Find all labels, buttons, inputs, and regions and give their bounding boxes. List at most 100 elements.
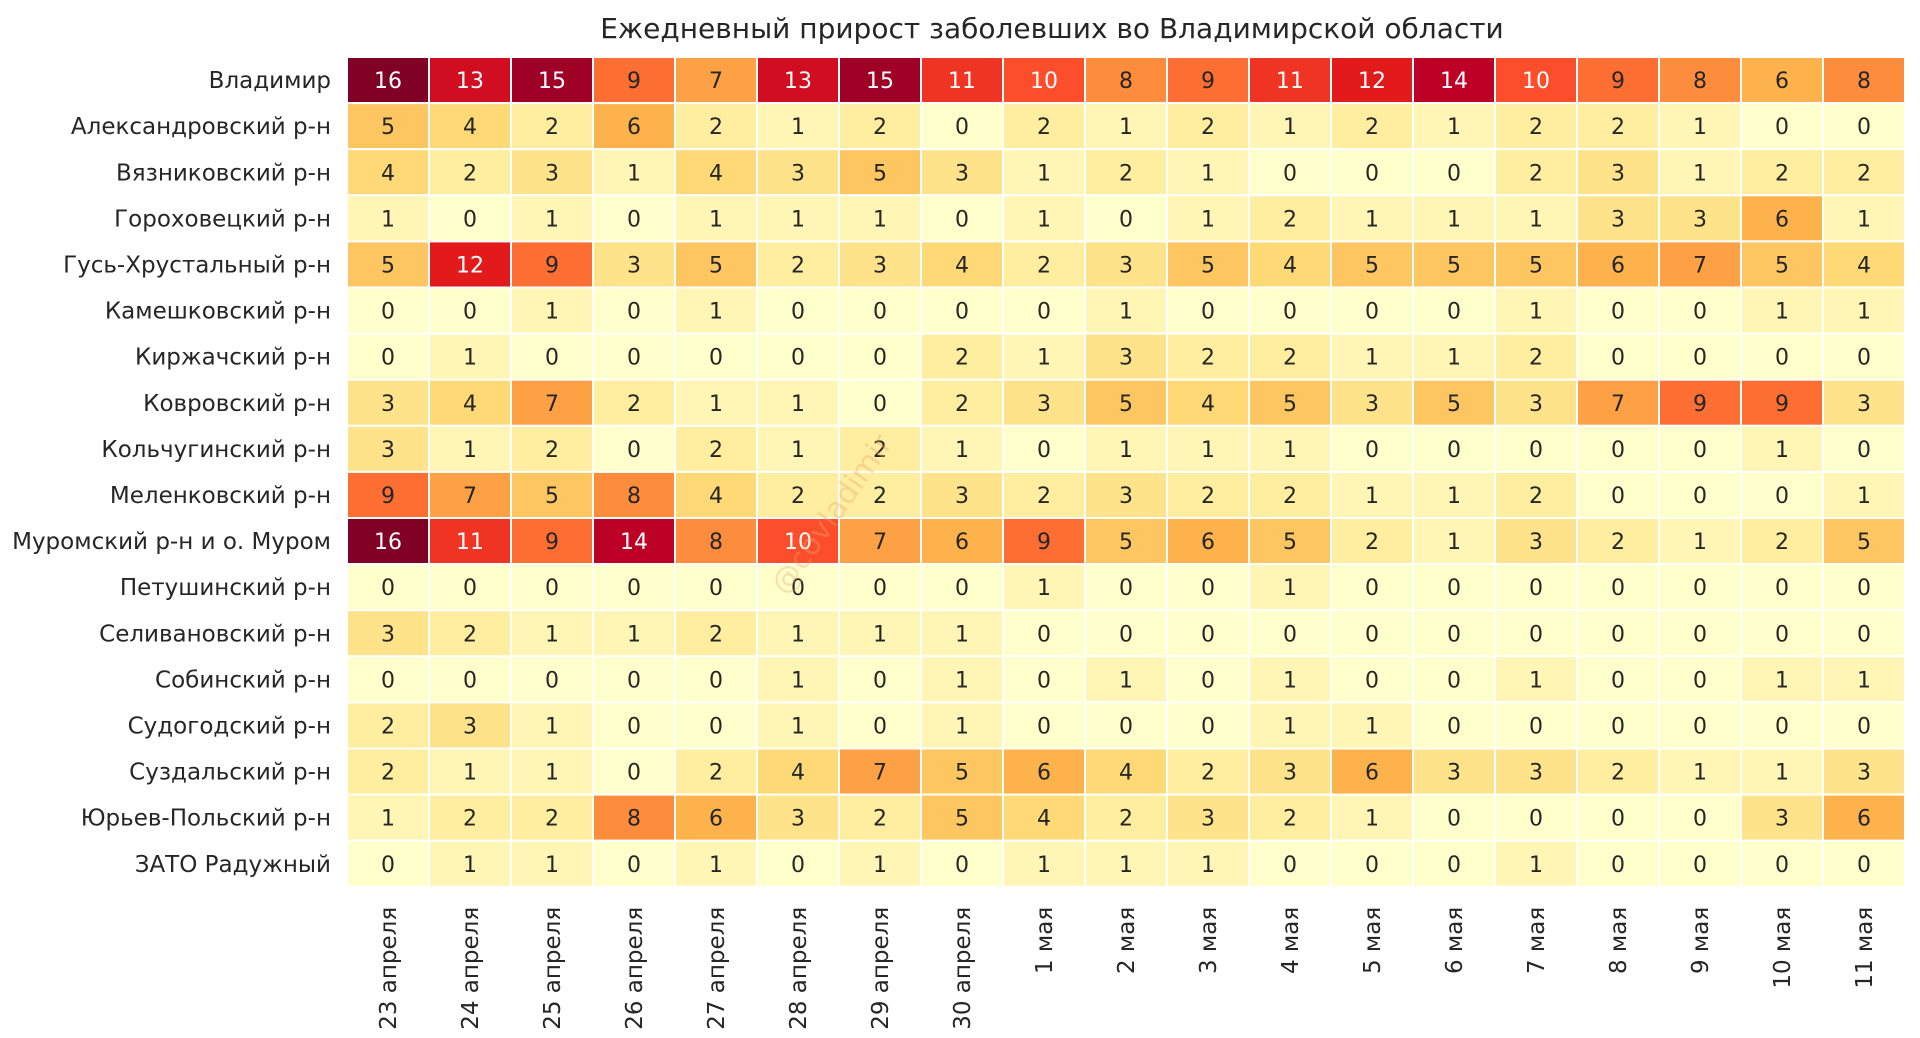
cell-value-label: 1: [1119, 438, 1133, 463]
cell-value-label: 16: [374, 69, 402, 94]
row-label: Вязниковский р-н: [116, 160, 331, 186]
cell-value-label: 1: [1529, 207, 1543, 232]
heatmap-cell: [838, 563, 922, 612]
row-label: Владимир: [209, 68, 331, 94]
heatmap-cell: [1412, 517, 1496, 566]
heatmap-cell: [510, 424, 594, 473]
column-label: 11 мая: [1852, 907, 1878, 989]
cell-value-label: 0: [627, 300, 641, 325]
heatmap-cell: [1330, 286, 1414, 335]
heatmap-cell: [1084, 378, 1168, 427]
cell-value-label: 2: [1201, 115, 1215, 140]
row-label: Муромский р-н и о. Муром: [12, 529, 331, 555]
cell-value-label: 0: [1283, 853, 1297, 878]
cell-value-label: 6: [627, 115, 641, 140]
row-label: Кольчугинский р-н: [101, 437, 331, 463]
cell-value-label: 0: [1365, 161, 1379, 186]
cell-value-label: 1: [1201, 207, 1215, 232]
cell-value-label: 0: [1447, 668, 1461, 693]
cell-value-label: 0: [1365, 300, 1379, 325]
cell-value-label: 0: [381, 346, 395, 371]
cell-value-label: 2: [1119, 161, 1133, 186]
heatmap-cell: [592, 517, 676, 566]
heatmap-cell: [428, 332, 512, 381]
heatmap-cell: [1740, 148, 1824, 197]
row-label: Меленковский р-н: [110, 483, 331, 509]
row-label: ЗАТО Радужный: [135, 852, 331, 878]
heatmap-cell: [1084, 701, 1168, 750]
cell-value-label: 1: [873, 853, 887, 878]
cell-value-label: 4: [1119, 761, 1133, 786]
heatmap-cell: [1576, 747, 1660, 796]
cell-value-label: 7: [709, 69, 723, 94]
cell-value-label: 1: [1037, 576, 1051, 601]
heatmap-cell: [1740, 517, 1824, 566]
cell-value-label: 2: [709, 622, 723, 647]
cell-value-label: 6: [1201, 530, 1215, 555]
heatmap-cell: [1658, 609, 1742, 658]
cell-value-label: 0: [1447, 438, 1461, 463]
chart-title: Ежедневный прирост заболевших во Владими…: [600, 12, 1504, 45]
heatmap-cell: [592, 701, 676, 750]
cell-value-label: 5: [709, 253, 723, 278]
heatmap-cell: [1822, 839, 1906, 888]
heatmap-cell: [1166, 470, 1250, 519]
cell-value-label: 0: [1037, 438, 1051, 463]
cell-value-label: 0: [627, 207, 641, 232]
heatmap-cell: [674, 701, 758, 750]
cell-value-label: 0: [1857, 346, 1871, 371]
cell-value-label: 1: [709, 207, 723, 232]
heatmap-cell: [592, 839, 676, 888]
cell-value-label: 0: [545, 576, 559, 601]
cell-value-label: 0: [545, 668, 559, 693]
row-label: Камешковский р-н: [105, 299, 331, 325]
cell-value-label: 1: [955, 668, 969, 693]
cell-value-label: 0: [1857, 438, 1871, 463]
cell-value-label: 0: [1365, 576, 1379, 601]
cell-value-label: 0: [1775, 714, 1789, 739]
column-label: 4 мая: [1278, 907, 1304, 974]
cell-value-label: 1: [1529, 853, 1543, 878]
cell-value-label: 2: [1529, 346, 1543, 371]
cell-value-label: 0: [1775, 853, 1789, 878]
cell-value-label: 0: [1119, 714, 1133, 739]
column-label: 7 мая: [1524, 907, 1550, 974]
cell-value-label: 0: [955, 576, 969, 601]
cell-value-label: 0: [1693, 576, 1707, 601]
cell-value-label: 1: [1037, 853, 1051, 878]
heatmap-cell: [1658, 194, 1742, 243]
heatmap-cell: [1002, 286, 1086, 335]
heatmap-cell: [838, 286, 922, 335]
heatmap-cell: [1412, 747, 1496, 796]
heatmap-cell: [920, 470, 1004, 519]
cell-value-label: 1: [709, 392, 723, 417]
heatmap-cell: [1248, 56, 1332, 105]
heatmap-cell: [1740, 194, 1824, 243]
cell-value-label: 13: [784, 69, 812, 94]
cell-value-label: 3: [627, 253, 641, 278]
column-label: 24 апреля: [458, 907, 484, 1030]
cell-value-label: 1: [545, 300, 559, 325]
cell-value-label: 1: [1775, 668, 1789, 693]
heatmap-cell: [346, 655, 430, 704]
cell-value-label: 1: [1857, 207, 1871, 232]
cell-value-label: 3: [1037, 392, 1051, 417]
cell-value-label: 2: [545, 438, 559, 463]
cell-value-label: 1: [1119, 668, 1133, 693]
cell-value-label: 2: [1283, 484, 1297, 509]
heatmap-cell: [1248, 747, 1332, 796]
heatmap-cell: [592, 148, 676, 197]
heatmap-cell: [756, 839, 840, 888]
cell-value-label: 2: [1365, 530, 1379, 555]
cell-value-label: 6: [1365, 761, 1379, 786]
cell-value-label: 1: [545, 714, 559, 739]
cell-value-label: 8: [627, 484, 641, 509]
cell-value-label: 3: [381, 438, 395, 463]
heatmap-cell: [1002, 378, 1086, 427]
cell-value-label: 0: [1447, 807, 1461, 832]
column-label: 1 мая: [1032, 907, 1058, 974]
heatmap-cell: [1658, 332, 1742, 381]
heatmap-cell: [920, 609, 1004, 658]
cell-value-label: 0: [1119, 622, 1133, 647]
heatmap-cell: [1412, 56, 1496, 105]
